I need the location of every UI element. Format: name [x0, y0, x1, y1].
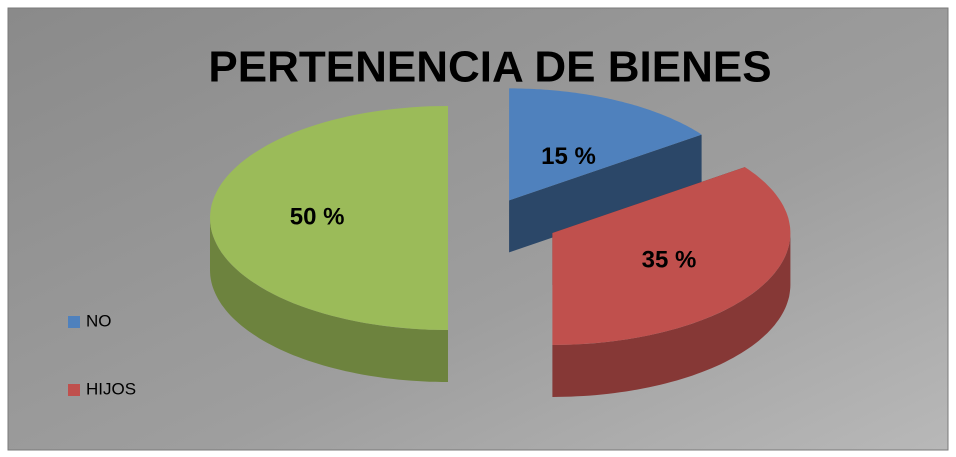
legend-label: HIJOS: [86, 379, 136, 398]
data-label: 50 %: [290, 203, 345, 230]
chart-title: PERTENENCIA DE BIENES: [208, 43, 771, 92]
legend-label: NO: [86, 311, 112, 330]
data-label: 15 %: [541, 143, 596, 170]
slice-wall: [210, 218, 448, 382]
legend-swatch: [68, 316, 80, 328]
chart-area: [7, 7, 949, 451]
legend-swatch: [68, 384, 80, 396]
slice: [210, 106, 448, 330]
slice-side: [509, 134, 702, 253]
slice-wall: [552, 233, 791, 397]
slice: [552, 167, 791, 345]
slice: [509, 88, 702, 201]
data-label: 35 %: [642, 246, 697, 273]
